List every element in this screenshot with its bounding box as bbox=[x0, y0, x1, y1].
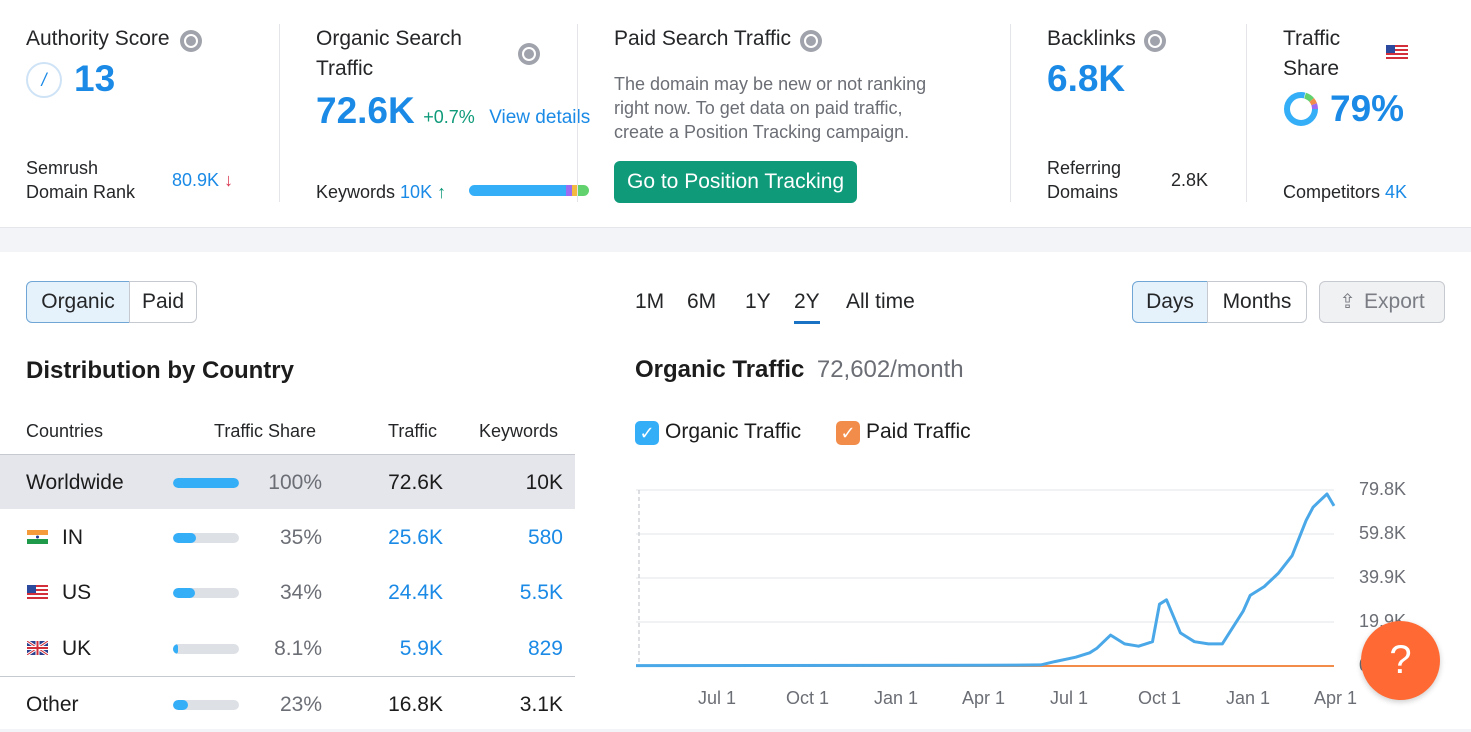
go-to-position-tracking-button[interactable]: Go to Position Tracking bbox=[614, 161, 858, 203]
organic-search-widget: Organic Search Traffic 72.6K +0.7% View … bbox=[316, 0, 590, 228]
period-tab-1m[interactable]: 1M bbox=[635, 290, 665, 313]
x-tick-label: Oct 1 bbox=[786, 688, 830, 708]
domain-rank-label: Semrush Domain Rank bbox=[26, 158, 136, 202]
traffic-share-donut bbox=[1284, 92, 1318, 126]
organic-toggle-button[interactable]: Organic bbox=[26, 281, 130, 323]
x-tick-label: Jan 1 bbox=[874, 688, 919, 708]
info-globe-icon[interactable] bbox=[518, 43, 540, 65]
organic-search-title: Organic Search Traffic bbox=[316, 27, 462, 80]
referring-domains-label: Referring Domains bbox=[1047, 158, 1122, 202]
period-tab-1y[interactable]: 1Y bbox=[745, 290, 771, 313]
distribution-title: Distribution by Country bbox=[26, 357, 294, 384]
view-details-link[interactable]: View details bbox=[489, 107, 591, 128]
backlinks-widget: Backlinks 6.8K Referring Domains 2.8K bbox=[1047, 0, 1237, 228]
column-header-traffic-share[interactable]: Traffic Share bbox=[214, 421, 317, 441]
x-tick-label: Oct 1 bbox=[1138, 688, 1182, 708]
traffic-share-value: 79% bbox=[1330, 88, 1405, 129]
help-button[interactable]: ? bbox=[1361, 621, 1440, 700]
period-tab-6m[interactable]: 6M bbox=[687, 290, 717, 313]
organic-traffic-checkbox[interactable]: ✓ bbox=[635, 421, 659, 445]
share-bar bbox=[173, 478, 239, 488]
column-header-traffic[interactable]: Traffic bbox=[388, 421, 438, 441]
chart-title: Organic Traffic bbox=[635, 356, 805, 383]
share-bar bbox=[173, 700, 239, 710]
export-button[interactable]: ⇪ Export bbox=[1319, 281, 1445, 323]
table-row[interactable]: Other 23% 16.8K 3.1K bbox=[0, 676, 575, 731]
organic-traffic-change: +0.7% bbox=[423, 107, 475, 127]
authority-gauge-icon: / bbox=[26, 62, 62, 98]
info-globe-icon[interactable] bbox=[180, 29, 203, 52]
legend-paid-label: Paid Traffic bbox=[866, 420, 971, 443]
chart-monthly-value: 72,602/month bbox=[816, 356, 964, 383]
authority-score-title: Authority Score bbox=[26, 27, 170, 50]
paid-traffic-checkbox[interactable]: ✓ bbox=[836, 421, 860, 445]
traffic-share-title: Traffic Share bbox=[1283, 27, 1341, 80]
paid-search-widget: Paid Search Traffic The domain may be ne… bbox=[614, 0, 994, 228]
competitors-info[interactable]: Competitors 4K bbox=[1283, 182, 1408, 202]
overview-panel: Authority Score / 13 Semrush Domain Rank… bbox=[0, 0, 1471, 228]
period-tab-2y[interactable]: 2Y bbox=[794, 290, 820, 324]
paid-search-description: The domain may be new or not ranking rig… bbox=[614, 74, 927, 142]
months-button[interactable]: Months bbox=[1207, 281, 1307, 323]
info-globe-icon[interactable] bbox=[799, 29, 822, 52]
paid-toggle-button[interactable]: Paid bbox=[129, 281, 197, 323]
keywords-distribution-bar bbox=[469, 185, 589, 196]
down-arrow-icon: ↓ bbox=[224, 170, 234, 190]
y-tick-label: 59.8K bbox=[1359, 523, 1407, 543]
period-tab-all-time[interactable]: All time bbox=[846, 290, 915, 313]
table-row[interactable]: Worldwide 100% 72.6K 10K bbox=[0, 454, 575, 509]
x-tick-label: Jan 1 bbox=[1226, 688, 1271, 708]
x-tick-label: Apr 1 bbox=[962, 688, 1006, 708]
y-tick-label: 79.8K bbox=[1359, 479, 1407, 499]
table-row[interactable]: US 34% 24.4K 5.5K bbox=[0, 565, 575, 620]
legend-organic-label: Organic Traffic bbox=[665, 420, 802, 443]
uk-flag-icon bbox=[27, 641, 48, 655]
traffic-panel: Organic Paid 1M 6M 1Y 2Y All time Days M… bbox=[0, 252, 1471, 729]
us-flag-icon bbox=[27, 585, 48, 599]
column-header-countries: Countries bbox=[26, 421, 104, 441]
table-row[interactable]: UK 8.1% 5.9K 829 bbox=[0, 621, 575, 676]
backlinks-title: Backlinks bbox=[1047, 27, 1136, 50]
authority-score-widget: Authority Score / 13 Semrush Domain Rank… bbox=[26, 0, 266, 228]
y-tick-label: 39.9K bbox=[1359, 567, 1407, 587]
share-bar bbox=[173, 588, 239, 598]
up-arrow-icon: ↑ bbox=[437, 182, 447, 202]
days-button[interactable]: Days bbox=[1132, 281, 1208, 323]
upload-icon: ⇪ bbox=[1339, 291, 1357, 313]
x-tick-label: Jul 1 bbox=[1050, 688, 1089, 708]
info-globe-icon[interactable] bbox=[1144, 29, 1167, 52]
keywords-info[interactable]: Keywords 10K ↑ bbox=[316, 182, 447, 202]
authority-score-value: 13 bbox=[74, 58, 116, 99]
x-tick-label: Jul 1 bbox=[698, 688, 737, 708]
share-bar bbox=[173, 644, 239, 654]
organic-traffic-value: 72.6K bbox=[316, 90, 415, 131]
india-flag-icon bbox=[27, 530, 48, 544]
paid-search-title: Paid Search Traffic bbox=[614, 27, 792, 50]
column-header-keywords[interactable]: Keywords bbox=[479, 421, 559, 441]
referring-domains-value[interactable]: 2.8K bbox=[1171, 170, 1209, 190]
organic-traffic-line bbox=[635, 492, 1336, 668]
us-flag-icon bbox=[1386, 45, 1408, 60]
x-tick-label: Apr 1 bbox=[1314, 688, 1358, 708]
backlinks-value[interactable]: 6.8K bbox=[1047, 58, 1126, 99]
domain-rank-value[interactable]: 80.9K ↓ bbox=[172, 170, 234, 190]
traffic-share-widget: Traffic Share 79% Competitors 4K bbox=[1283, 0, 1463, 228]
table-row[interactable]: IN 35% 25.6K 580 bbox=[0, 510, 575, 565]
traffic-line-chart[interactable] bbox=[630, 480, 1360, 680]
share-bar bbox=[173, 533, 239, 543]
